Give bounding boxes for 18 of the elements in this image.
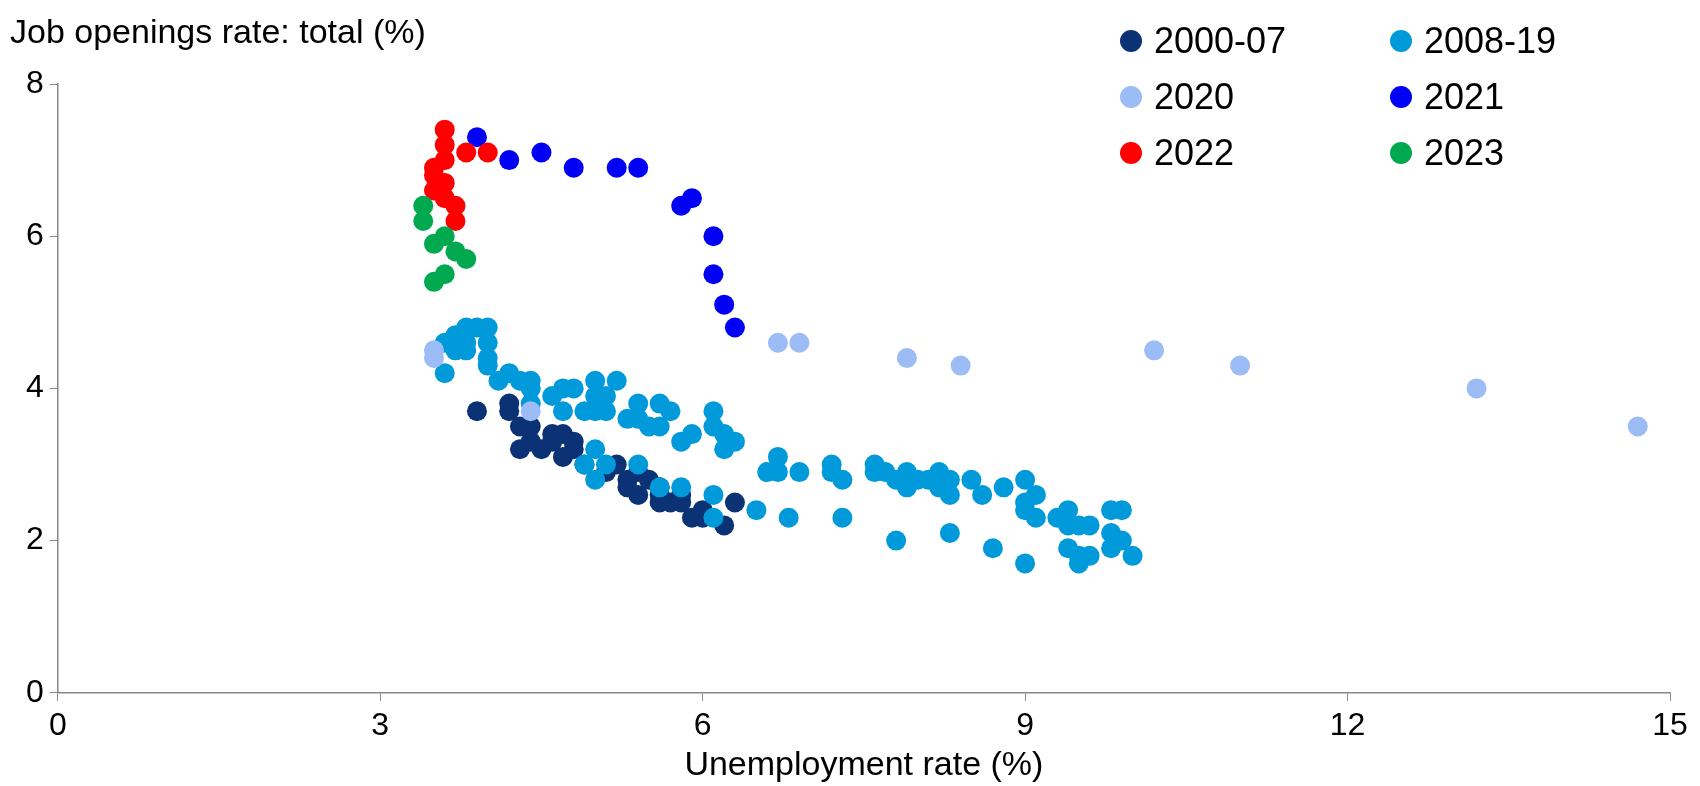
- legend-label: 2008-19: [1424, 20, 1557, 62]
- x-axis-title: Unemployment rate (%): [684, 743, 1044, 782]
- legend-label: 2023: [1424, 132, 1505, 174]
- x-tick-label: 12: [1329, 705, 1366, 742]
- legend-label: 2020: [1154, 76, 1235, 118]
- y-tick-label: 6: [26, 216, 44, 253]
- y-tick-label: 4: [26, 368, 44, 405]
- legend-label: 2021: [1424, 76, 1505, 118]
- y-tick-label: 8: [26, 63, 44, 100]
- y-tick-label: 2: [26, 520, 44, 557]
- legend-label: 2000-07: [1154, 20, 1287, 62]
- legend-label: 2022: [1154, 132, 1235, 174]
- x-tick-label: 3: [371, 705, 390, 742]
- x-tick-label: 15: [1652, 705, 1688, 742]
- y-tick-label: 0: [26, 672, 44, 709]
- x-tick-label: 9: [1016, 705, 1035, 742]
- x-tick-label: 6: [693, 705, 712, 742]
- y-axis-title: Job openings rate: total (%): [10, 12, 426, 51]
